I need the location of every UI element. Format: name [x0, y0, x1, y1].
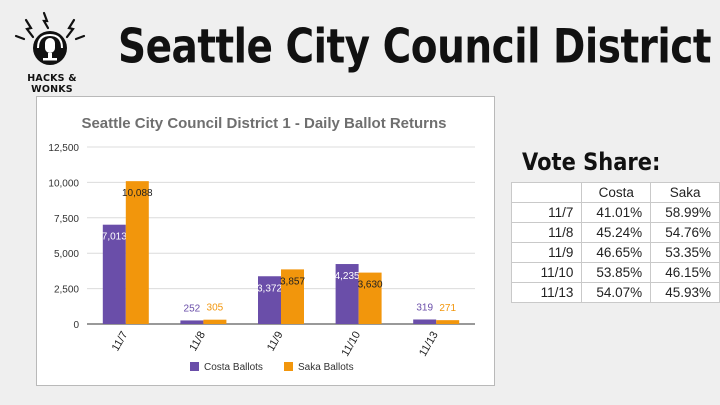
table-row: 11/10 53.85% 46.15% [510, 262, 720, 283]
row-date: 11/8 [510, 222, 583, 243]
saka-bar [203, 319, 227, 324]
vote-share-table: Costa Saka 11/7 41.01% 58.99% 11/8 45.24… [510, 182, 720, 303]
costa-share: 41.01% [581, 202, 652, 223]
legend-swatch [190, 362, 199, 371]
costa-data-label: 252 [184, 303, 201, 314]
table-row: 11/9 46.65% 53.35% [510, 242, 720, 263]
y-tick-label: 7,500 [54, 214, 79, 225]
saka-bar [436, 320, 460, 324]
chart-panel: Seattle City Council District 1 - Daily … [36, 96, 495, 386]
saka-data-label: 3,857 [280, 276, 305, 287]
costa-share: 45.24% [581, 222, 652, 243]
saka-share: 53.35% [650, 242, 720, 263]
x-tick-label: 11/10 [339, 330, 363, 359]
row-date: 11/9 [510, 242, 583, 263]
lightning-icon [24, 18, 35, 39]
costa-bar [180, 320, 204, 324]
saka-data-label: 271 [439, 303, 456, 314]
costa-share: 46.65% [581, 242, 652, 263]
table-header-row: Costa Saka [510, 182, 720, 203]
saka-data-label: 3,630 [358, 280, 383, 291]
x-tick-label: 11/9 [265, 330, 286, 354]
x-tick-label: 11/7 [110, 330, 131, 354]
saka-data-label: 10,088 [122, 188, 153, 199]
costa-data-label: 3,372 [257, 283, 282, 294]
bar-chart: Seattle City Council District 1 - Daily … [48, 115, 475, 373]
table-row: 11/7 41.01% 58.99% [510, 202, 720, 223]
saka-share: 45.93% [650, 282, 720, 303]
x-tick-label: 11/8 [187, 330, 208, 354]
saka-share: 54.76% [650, 222, 720, 243]
table-row: 11/13 54.07% 45.93% [510, 282, 720, 303]
costa-bar [102, 224, 126, 324]
saka-share: 46.15% [650, 262, 720, 283]
chart-title: Seattle City Council District 1 - Daily … [81, 115, 446, 132]
logo-text: HACKS & WONKS [27, 73, 77, 95]
legend-swatch [284, 362, 293, 371]
costa-share: 54.07% [581, 282, 652, 303]
y-tick-label: 0 [73, 320, 79, 331]
costa-data-label: 319 [416, 302, 433, 313]
hacks-and-wonks-logo [14, 11, 86, 65]
saka-data-label: 305 [207, 303, 224, 314]
saka-bar [125, 181, 149, 324]
header-saka: Saka [650, 182, 720, 203]
saka-bar [281, 269, 304, 324]
costa-data-label: 4,235 [335, 271, 360, 282]
table-row: 11/8 45.24% 54.76% [510, 222, 720, 243]
row-date: 11/10 [510, 262, 583, 283]
x-tick-label: 11/13 [417, 330, 441, 359]
costa-bar [335, 264, 359, 324]
lightning-icon [65, 18, 76, 39]
row-date: 11/13 [510, 282, 583, 303]
legend-label: Costa Ballots [204, 362, 263, 373]
costa-data-label: 7,013 [102, 232, 127, 243]
microphone-icon [45, 38, 55, 53]
header-blank [510, 182, 583, 203]
row-date: 11/7 [510, 202, 583, 223]
costa-bar [413, 319, 437, 324]
y-tick-label: 10,000 [48, 178, 79, 189]
header-costa: Costa [581, 182, 652, 203]
saka-share: 58.99% [650, 202, 720, 223]
page-title: Seattle City Council District 1 [118, 20, 720, 75]
y-tick-label: 12,500 [48, 143, 79, 154]
legend-label: Saka Ballots [298, 362, 354, 373]
y-tick-label: 2,500 [54, 285, 79, 296]
costa-bar [258, 276, 281, 324]
vote-share-title: Vote Share: [522, 148, 661, 176]
y-tick-label: 5,000 [54, 249, 79, 260]
costa-share: 53.85% [581, 262, 652, 283]
saka-bar [358, 272, 382, 324]
